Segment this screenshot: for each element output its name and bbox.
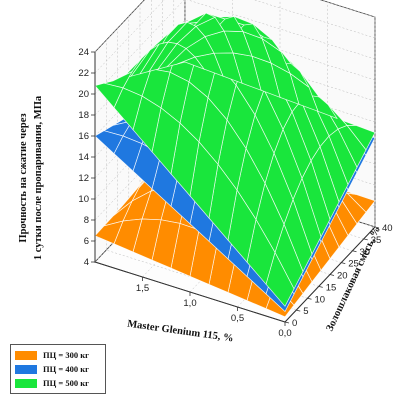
surface-layer — [94, 12, 376, 307]
y-tick-mark — [318, 285, 323, 288]
surface-cell — [94, 130, 124, 155]
y-tick-label: 20 — [337, 271, 348, 282]
y-tick-mark — [363, 238, 368, 241]
legend-label: ПЦ = 500 кг — [43, 378, 89, 388]
z-tick-label: 10 — [78, 194, 89, 205]
z-tick-label: 20 — [78, 89, 89, 100]
y-tick-mark — [329, 274, 335, 276]
legend-item: ПЦ = 400 кг — [15, 362, 101, 376]
y-tick-label: 0 — [292, 318, 297, 329]
z-tick-label: 6 — [84, 236, 89, 247]
y-tick-label: 35 — [371, 235, 382, 246]
z-tick-label: 14 — [78, 152, 89, 163]
legend-swatch — [15, 364, 37, 374]
z-tick-label: 4 — [84, 257, 89, 268]
legend-swatch — [15, 350, 37, 360]
x-tick-label: 0,5 — [231, 313, 244, 324]
y-tick-label: 10 — [315, 294, 326, 305]
legend-item: ПЦ = 500 кг — [15, 376, 101, 390]
y-tick-label: 40 — [382, 223, 393, 234]
surface-layers — [94, 12, 376, 318]
x-tick-label: 1,5 — [136, 283, 149, 294]
z-tick-label: 16 — [78, 131, 89, 142]
y-tick-label: 5 — [303, 306, 308, 317]
y-tick-mark — [284, 321, 290, 324]
z-tick-label: 8 — [84, 215, 89, 226]
legend-label: ПЦ = 300 кг — [43, 350, 89, 360]
y-tick-mark — [341, 262, 346, 265]
y-tick-label: 30 — [360, 247, 371, 258]
legend-swatch — [15, 378, 37, 388]
z-axis-title-line1: Прочность на сжатие через — [18, 113, 29, 242]
y-tick-label: 15 — [326, 282, 337, 293]
x-axis-title: Master Glenium 115, % — [127, 319, 235, 345]
legend-label: ПЦ = 400 кг — [43, 364, 89, 374]
z-tick-label: 22 — [78, 68, 89, 79]
legend: ПЦ = 300 кг ПЦ = 400 кг ПЦ = 500 кг — [10, 344, 106, 394]
z-tick-label: 18 — [78, 110, 89, 121]
z-tick-label: 24 — [78, 47, 89, 58]
legend-item: ПЦ = 300 кг — [15, 348, 101, 362]
x-tick-label: 0,0 — [278, 328, 291, 339]
surface-cell — [94, 220, 124, 245]
surface-cell — [94, 82, 124, 109]
y-tick-label: 25 — [348, 259, 359, 270]
x-tick-label: 1,0 — [183, 298, 196, 309]
axis-ticks: 46810121416182022240,00,51,01,5051015202… — [78, 47, 392, 339]
y-tick-mark — [307, 297, 312, 300]
z-tick-label: 12 — [78, 173, 89, 184]
y-tick-mark — [352, 250, 357, 253]
z-axis-title-line2: 1 сутки после пропаривания, МПа — [33, 95, 44, 260]
y-tick-mark — [296, 309, 301, 312]
y-tick-mark — [374, 226, 380, 229]
